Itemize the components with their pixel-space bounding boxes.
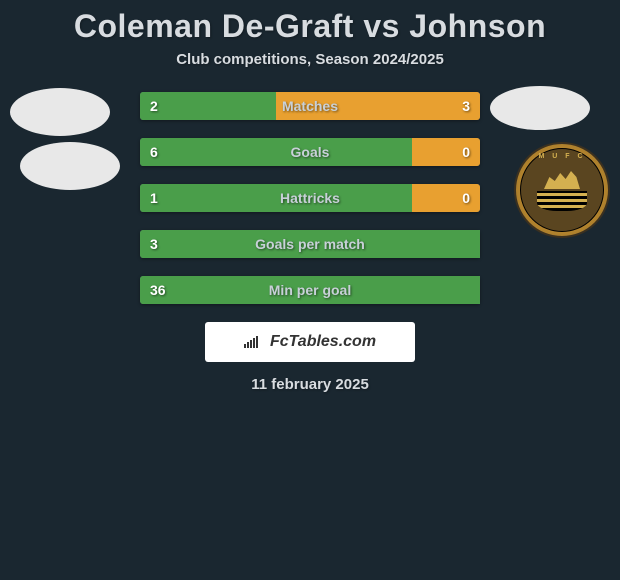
player-avatar-left-1	[10, 88, 110, 136]
branding-box[interactable]: FcTables.com	[205, 322, 415, 362]
main-container: Coleman De-Graft vs Johnson Club competi…	[0, 0, 620, 393]
chart-icon	[244, 334, 264, 350]
stat-value-left: 1	[150, 190, 158, 206]
stat-label: Goals	[291, 144, 330, 160]
club-badge: M U F C	[514, 142, 610, 238]
player-avatar-right	[490, 86, 590, 130]
stat-row: 36 Min per goal	[140, 276, 480, 304]
stat-bar-left	[140, 138, 412, 166]
stat-value-right: 0	[462, 190, 470, 206]
stat-label: Hattricks	[280, 190, 340, 206]
stat-value-left: 2	[150, 98, 158, 114]
branding-text: FcTables.com	[270, 333, 376, 351]
club-badge-text: M U F C	[538, 153, 585, 160]
stat-value-left: 36	[150, 282, 166, 298]
stat-label: Min per goal	[269, 282, 351, 298]
club-badge-waves-icon	[537, 191, 587, 211]
stat-bar-left	[140, 184, 412, 212]
stat-bar-left	[140, 92, 276, 120]
stat-row: 3 Goals per match	[140, 230, 480, 258]
stat-row: 2 3 Matches	[140, 92, 480, 120]
stat-value-left: 6	[150, 144, 158, 160]
subtitle: Club competitions, Season 2024/2025	[0, 51, 620, 68]
stat-label: Goals per match	[255, 236, 365, 252]
club-badge-lion-icon	[544, 169, 580, 189]
stat-row: 6 0 Goals	[140, 138, 480, 166]
stat-value-left: 3	[150, 236, 158, 252]
stat-row: 1 0 Hattricks	[140, 184, 480, 212]
date-text: 11 february 2025	[0, 376, 620, 393]
stat-label: Matches	[282, 98, 338, 114]
player-avatar-left-2	[20, 142, 120, 190]
stats-area: M U F C 2 3 Matches 6 0 Goals 1 0 Hattricks 3 Goal…	[0, 92, 620, 304]
page-title: Coleman De-Graft vs Johnson	[0, 8, 620, 45]
club-badge-inner: M U F C	[520, 148, 604, 232]
stat-value-right: 3	[462, 98, 470, 114]
stat-value-right: 0	[462, 144, 470, 160]
